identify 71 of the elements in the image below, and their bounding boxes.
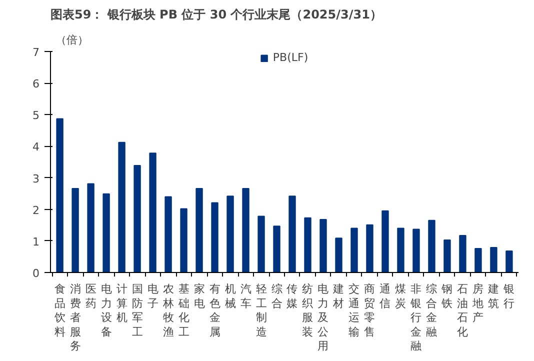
bar: [444, 239, 451, 272]
bar: [180, 208, 188, 272]
x-tick-label: 银行: [502, 282, 515, 310]
x-tick-label: 家电: [194, 282, 205, 310]
x-tick-label: 通信: [380, 282, 391, 310]
bar: [397, 228, 404, 272]
x-tick-label: 医药: [85, 282, 96, 310]
bar: [149, 152, 156, 272]
bar: [87, 183, 94, 272]
x-tick-label: 电力及公用: [318, 282, 329, 353]
bar: [164, 196, 172, 272]
x-tick-label: 纺织服装: [302, 282, 314, 338]
bar: [428, 220, 436, 272]
x-tick-label: 建材: [332, 282, 344, 310]
bar: [288, 196, 296, 272]
bar: [459, 235, 466, 272]
bar: [273, 226, 280, 272]
bar: [474, 248, 482, 272]
y-tick-label: 3: [32, 172, 40, 186]
x-tick-label: 交通运输: [348, 282, 360, 338]
x-tick-label: 建筑: [487, 282, 500, 310]
bar: [490, 247, 498, 272]
x-tick-label: 轻工制造: [256, 282, 267, 338]
x-tick-label: 计算机: [116, 282, 128, 324]
y-tick-label: 6: [32, 78, 40, 91]
x-tick-label: 机械: [224, 282, 236, 310]
bar: [102, 193, 110, 272]
x-tick-label: 基础化工: [177, 282, 190, 338]
y-tick-label: 7: [32, 46, 40, 59]
bar: [320, 218, 327, 272]
legend-label: PB(LF): [272, 51, 308, 64]
x-tick-label: 有色金属: [209, 282, 220, 338]
bar: [350, 228, 358, 272]
bar: [258, 216, 265, 272]
x-tick-label: 食品饮料: [53, 282, 66, 338]
bar: [72, 188, 79, 272]
bar: [56, 118, 64, 272]
x-tick-label: 电子: [147, 282, 158, 310]
x-tick-label: 国防军工: [132, 282, 143, 338]
x-tick-label: 消费者服务: [70, 282, 81, 353]
bar: [226, 196, 234, 272]
x-tick-label: 汽车: [240, 282, 252, 310]
y-tick-label: 2: [32, 204, 40, 217]
x-tick-label: 综合: [271, 282, 282, 310]
x-tick-label: 商贸零售: [364, 282, 376, 338]
y-tick-label: 0: [32, 267, 40, 280]
y-axis-title: （倍）: [56, 34, 88, 46]
bar: [366, 224, 374, 272]
y-tick-label: 4: [32, 140, 40, 154]
bar: [211, 202, 218, 272]
x-tick-label: 煤炭: [395, 282, 406, 310]
bar: [304, 217, 312, 272]
bar: [506, 250, 513, 272]
x-tick-label: 石油石化: [457, 282, 468, 338]
bar: [242, 188, 250, 272]
bar: [118, 142, 126, 272]
bar: [382, 210, 389, 272]
bar: [134, 164, 141, 272]
x-tick-label: 钢铁: [440, 282, 453, 310]
y-tick-label: 1: [32, 235, 40, 248]
x-tick-label: 电力设备: [100, 282, 112, 338]
y-tick-label: 5: [32, 109, 40, 122]
bar: [335, 238, 342, 272]
chart-title: 图表59： 银行板块 PB 位于 30 个行业末尾（2025/3/31）: [50, 8, 382, 22]
x-tick-label: 农林牧渔: [162, 282, 174, 338]
x-tick-label: 综合金融: [426, 282, 438, 338]
x-tick-label: 传媒: [286, 282, 298, 310]
x-tick-label: 非银行金融: [410, 282, 422, 353]
bar: [196, 188, 203, 272]
bar: [412, 228, 420, 272]
x-tick-label: 房地产: [472, 282, 484, 324]
